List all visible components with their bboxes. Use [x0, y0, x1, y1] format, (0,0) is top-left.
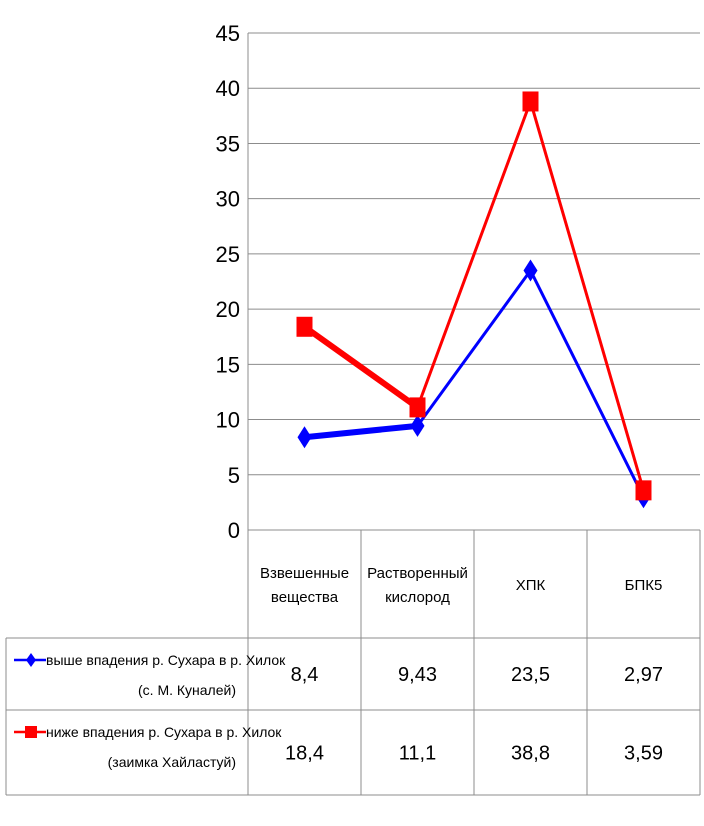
y-tick-label: 15: [216, 352, 240, 377]
series-lines: [296, 91, 652, 509]
y-axis-ticks: 0 5 10 15 20 25 30 35 40 45: [216, 21, 240, 543]
series-segment: [416, 99, 532, 409]
data-point-diamond: [410, 414, 425, 437]
table-cell-value: 38,8: [511, 743, 550, 765]
series-segment: [301, 323, 421, 411]
data-point-square: [409, 397, 426, 418]
y-tick-label: 30: [216, 187, 240, 212]
data-point-square: [522, 91, 539, 112]
category-label: БПК5: [625, 577, 663, 594]
y-tick-label: 35: [216, 131, 240, 156]
category-label: ХПК: [516, 577, 546, 594]
series-segment: [529, 99, 645, 492]
data-point-diamond: [297, 426, 312, 449]
y-tick-label: 45: [216, 21, 240, 46]
category-label: Взвешенные вещества: [260, 565, 349, 606]
y-tick-label: 20: [216, 297, 240, 322]
table-cell-value: 11,1: [399, 743, 436, 765]
data-point-square: [635, 480, 652, 501]
y-tick-label: 40: [216, 76, 240, 101]
table-cell-value: 2,97: [624, 664, 663, 686]
table-cell-value: 23,5: [511, 664, 550, 686]
data-table: Взвешенные вещества Растворенный кислород ХП…: [5, 530, 701, 796]
y-tick-label: 25: [216, 242, 240, 267]
series-segment: [301, 422, 421, 441]
legend-label: ниже впадения р. Сухара в р. Хилок (заимк…: [46, 724, 282, 770]
category-label: Растворенный кислород: [367, 565, 468, 606]
series-segment: [529, 268, 645, 499]
table-cell-value: 18,4: [285, 743, 324, 765]
data-point-square: [296, 316, 313, 337]
table-cell-value: 9,43: [398, 664, 437, 686]
y-tick-label: 5: [228, 463, 240, 488]
legend-label: выше впадения р. Сухара в р. Хилок (с. М.…: [46, 652, 286, 698]
y-tick-label: 0: [228, 518, 240, 543]
table-cell-value: 8,4: [291, 664, 319, 686]
data-point-diamond: [523, 259, 538, 282]
y-tick-label: 10: [216, 408, 240, 433]
table-cell-value: 3,59: [624, 743, 663, 765]
series-segment: [416, 268, 532, 428]
legend-marker-diamond: [26, 653, 36, 667]
legend-marker-square: [25, 726, 37, 738]
